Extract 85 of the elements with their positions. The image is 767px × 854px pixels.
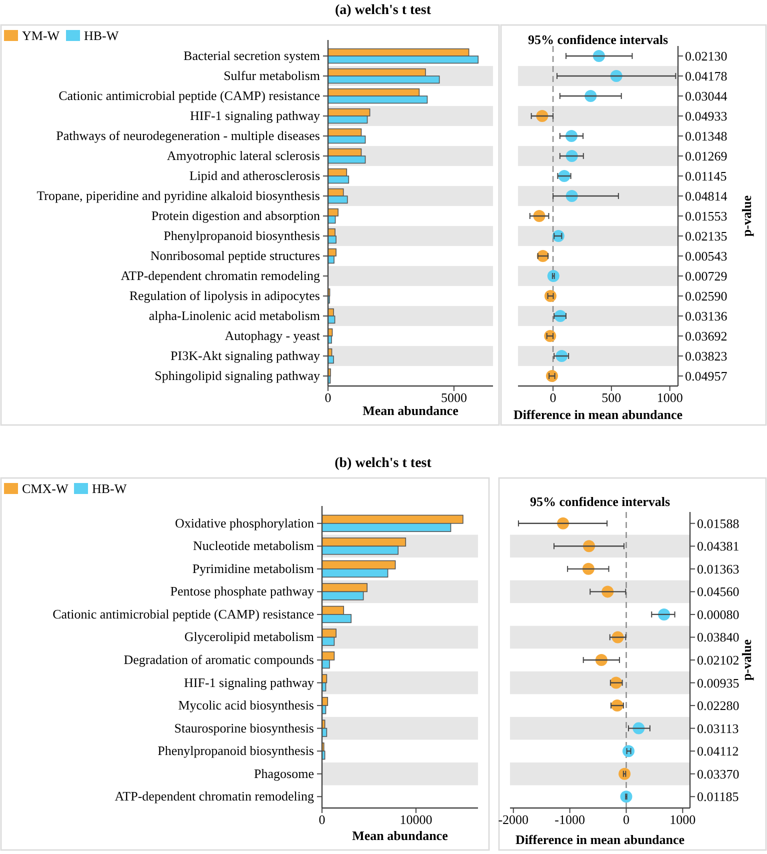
- x-axis-title: Difference in mean abundance: [513, 407, 683, 422]
- text: 0.03044: [685, 88, 728, 104]
- text: 0.03370: [697, 766, 740, 782]
- y-tick-label: Phagosome: [254, 766, 314, 781]
- x-axis-title: Difference in mean abundance: [515, 832, 685, 847]
- text: 0.00080: [697, 606, 740, 622]
- y-tick-label: Staurosporine biosynthesis: [174, 720, 314, 736]
- y-tick-label: Sulfur metabolism: [224, 68, 320, 83]
- text: 0.02280: [697, 698, 740, 714]
- text: 0.03840: [697, 630, 740, 645]
- y-tick-label: Degradation of aromatic compounds: [124, 652, 314, 667]
- x-tick-label: -1000: [554, 812, 585, 827]
- x-tick-label: 0: [622, 812, 630, 827]
- y-tick-label: Cationic antimicrobial peptide (CAMP) resistance: [58, 88, 320, 103]
- y-tick-label: Glycerolipid metabolism: [184, 629, 314, 644]
- text: 0.04957: [685, 368, 728, 384]
- x-tick-label: 10000: [400, 812, 432, 827]
- y-tick-label: Nucleotide metabolism: [193, 538, 314, 554]
- text: 0.02102: [697, 652, 740, 668]
- y-tick-label: Lipid and atherosclerosis: [189, 168, 320, 183]
- y-tick-label: Autophagy - yeast: [224, 328, 320, 343]
- legend-label: HB-W: [92, 481, 128, 496]
- y-tick-label: Oxidative phosphorylation: [174, 515, 314, 530]
- y-tick-label: Nonribosomal peptide structures: [150, 248, 320, 263]
- chart-title: 95% confidence intervals: [528, 32, 668, 47]
- text: 0.01269: [685, 148, 728, 164]
- text: 0.04381: [697, 538, 740, 554]
- legend-label: CMX-W: [22, 481, 69, 496]
- chart-title: 95% confidence intervals: [530, 494, 670, 509]
- y-tick-label: Pyrimidine metabolism: [192, 560, 314, 576]
- y-tick-label: Protein digestion and absorption: [151, 208, 320, 223]
- text: 0.00935: [697, 675, 740, 690]
- legend-label: YM-W: [22, 28, 60, 43]
- y2-axis-title: p-value: [739, 639, 754, 681]
- text: 0.00729: [685, 268, 728, 284]
- y-tick-label: Sphingolipid signaling pathway: [154, 368, 320, 383]
- text: 0.04933: [685, 108, 728, 124]
- x-tick-label: -2000: [498, 812, 529, 827]
- x-tick-label: 500: [602, 390, 622, 405]
- text: 0.02130: [685, 48, 728, 64]
- y-tick-label: PI3K-Akt signaling pathway: [170, 348, 320, 363]
- y-tick-label: HIF-1 signaling pathway: [184, 674, 314, 690]
- text: 0.01363: [697, 561, 740, 576]
- y-tick-label: Amyotrophic lateral sclerosis: [166, 148, 320, 163]
- text: 0.04112: [697, 744, 739, 759]
- x-tick-label: 1000: [670, 812, 696, 827]
- text: 0.04560: [697, 584, 740, 600]
- text: 0.02135: [685, 228, 728, 244]
- y-tick-label: Regulation of lipolysis in adipocytes: [129, 288, 320, 303]
- x-tick-label: 1000: [656, 390, 683, 405]
- y-tick-label: HIF-1 signaling pathway: [190, 108, 320, 123]
- text: 0.03136: [685, 308, 728, 324]
- y-tick-label: Pentose phosphate pathway: [170, 584, 314, 599]
- x-tick-label: 5000: [440, 390, 467, 405]
- x-tick-label: 0: [550, 390, 556, 405]
- x-axis-title: Mean abundance: [362, 403, 459, 418]
- x-tick-label: 0: [324, 390, 332, 405]
- text: 0.01588: [697, 516, 740, 531]
- text: 0.03113: [697, 720, 739, 736]
- x-tick-label: 0: [318, 812, 326, 827]
- chart-title: (b) welch's t test: [334, 456, 432, 471]
- x-axis-title: Mean abundance: [352, 828, 448, 843]
- y-tick-label: ATP-dependent chromatin remodeling: [114, 788, 314, 804]
- text: 0.00543: [685, 248, 728, 264]
- text: 0.01553: [685, 208, 728, 224]
- chart-title: (a) welch's t test: [334, 3, 432, 18]
- y-tick-label: Phenylpropanoid biosynthesis: [158, 743, 314, 758]
- text: 0.03823: [685, 348, 728, 364]
- y-tick-label: alpha-Linolenic acid metabolism: [148, 308, 320, 323]
- text: 0.03692: [685, 328, 728, 344]
- y-tick-label: Cationic antimicrobial peptide (CAMP) resistance: [52, 606, 314, 622]
- text: 0.04178: [685, 68, 728, 84]
- text: 0.01145: [685, 168, 727, 184]
- y-tick-label: Pathways of neurodegeneration - multiple diseases: [56, 128, 320, 143]
- text: 0.04814: [685, 188, 728, 204]
- text: 0.02590: [685, 288, 728, 304]
- y-tick-label: ATP-dependent chromatin remodeling: [120, 268, 320, 283]
- y2-axis-title: p-value: [739, 195, 754, 237]
- text: 0.01348: [685, 128, 728, 144]
- text: 0.01185: [697, 789, 739, 804]
- y-tick-label: Bacterial secretion system: [184, 48, 320, 63]
- y-tick-label: Phenylpropanoid biosynthesis: [164, 228, 320, 243]
- y-tick-label: Mycolic acid biosynthesis: [178, 698, 314, 713]
- legend-label: HB-W: [84, 28, 120, 43]
- y-tick-label: Tropane, piperidine and pyridine alkaloid biosynthesis: [36, 188, 320, 203]
